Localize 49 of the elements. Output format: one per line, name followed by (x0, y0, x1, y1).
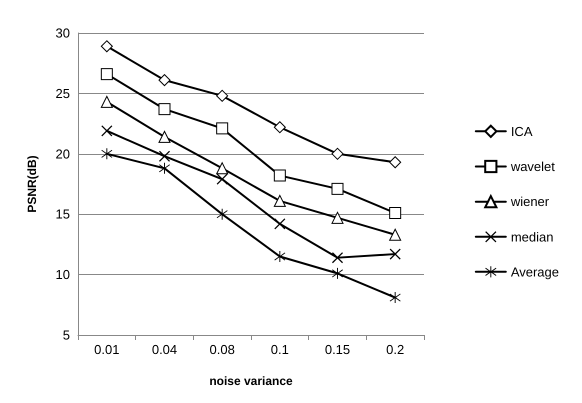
point (274, 121, 286, 134)
y-tick-label: 30 (56, 26, 70, 40)
point (158, 130, 170, 143)
legend-label: median (510, 229, 554, 244)
y-tick-label: 5 (62, 328, 70, 342)
point (332, 182, 344, 195)
point (101, 125, 112, 136)
y-tick-label: 15 (56, 206, 70, 222)
y-tick-label: 25 (56, 86, 70, 101)
point (274, 250, 286, 262)
x-tick-label: 0.04 (152, 342, 178, 357)
point (389, 228, 402, 241)
point (216, 208, 228, 220)
point (100, 40, 113, 52)
point (216, 174, 228, 185)
point (389, 156, 402, 168)
point (159, 162, 170, 174)
x-tick-label: 0.2 (386, 342, 404, 357)
point (216, 122, 228, 134)
point (274, 218, 286, 230)
legend-label: wiener (510, 194, 550, 210)
point (332, 252, 343, 264)
point (332, 212, 344, 224)
point (390, 248, 401, 260)
y-tick-label: 10 (56, 267, 70, 282)
point (159, 150, 170, 162)
point (158, 103, 170, 116)
x-axis-title: noise variance (209, 374, 294, 388)
legend-label: wavelet (510, 159, 556, 174)
point (332, 268, 343, 279)
point (390, 292, 401, 304)
x-tick-label: 0.15 (324, 342, 350, 357)
point (100, 96, 113, 108)
point (216, 90, 228, 102)
point (158, 74, 170, 86)
x-tick-label: 0.01 (94, 342, 120, 357)
point (216, 162, 228, 174)
point (332, 148, 344, 160)
legend-label: ICA (510, 124, 533, 139)
y-tick-label: 20 (56, 146, 70, 162)
point (101, 148, 112, 160)
point (274, 170, 286, 182)
x-tick-label: 0.1 (270, 342, 289, 357)
point (389, 206, 402, 219)
point (100, 68, 113, 80)
y-axis-title: PSNR(dB) (25, 155, 39, 213)
point (274, 194, 286, 207)
legend-label: Average (510, 264, 559, 280)
x-tick-label: 0.08 (210, 342, 235, 357)
